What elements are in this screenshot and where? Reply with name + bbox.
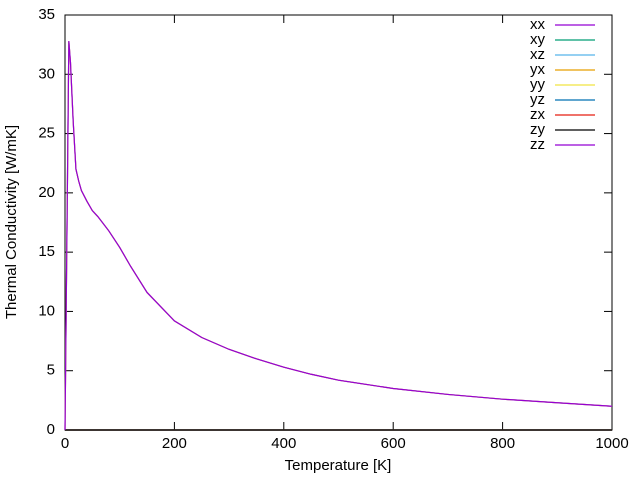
- legend-label: yx: [530, 61, 546, 78]
- y-tick-label: 30: [38, 65, 55, 82]
- legend-label: zz: [530, 136, 545, 153]
- legend-label: xx: [530, 16, 546, 33]
- legend-label: xz: [530, 46, 545, 63]
- legend-label: yy: [530, 76, 546, 93]
- x-tick-label: 800: [490, 435, 515, 452]
- y-tick-label: 15: [38, 243, 55, 260]
- y-tick-label: 0: [47, 421, 55, 438]
- x-tick-label: 0: [61, 435, 69, 452]
- x-tick-label: 1000: [595, 435, 628, 452]
- x-axis-label: Temperature [K]: [285, 457, 392, 474]
- y-tick-label: 35: [38, 6, 55, 23]
- y-tick-label: 10: [38, 302, 55, 319]
- legend-label: xy: [530, 31, 546, 48]
- y-axis-label: Thermal Conductivity [W/mK]: [3, 125, 20, 319]
- legend-label: zx: [530, 106, 546, 123]
- y-tick-label: 20: [38, 184, 55, 201]
- x-tick-label: 400: [271, 435, 296, 452]
- x-tick-label: 600: [381, 435, 406, 452]
- legend-label: yz: [530, 91, 545, 108]
- legend-label: zy: [530, 121, 546, 138]
- series-line: [64, 41, 613, 431]
- y-tick-label: 25: [38, 125, 55, 142]
- x-tick-label: 200: [162, 435, 187, 452]
- y-tick-label: 5: [47, 362, 55, 379]
